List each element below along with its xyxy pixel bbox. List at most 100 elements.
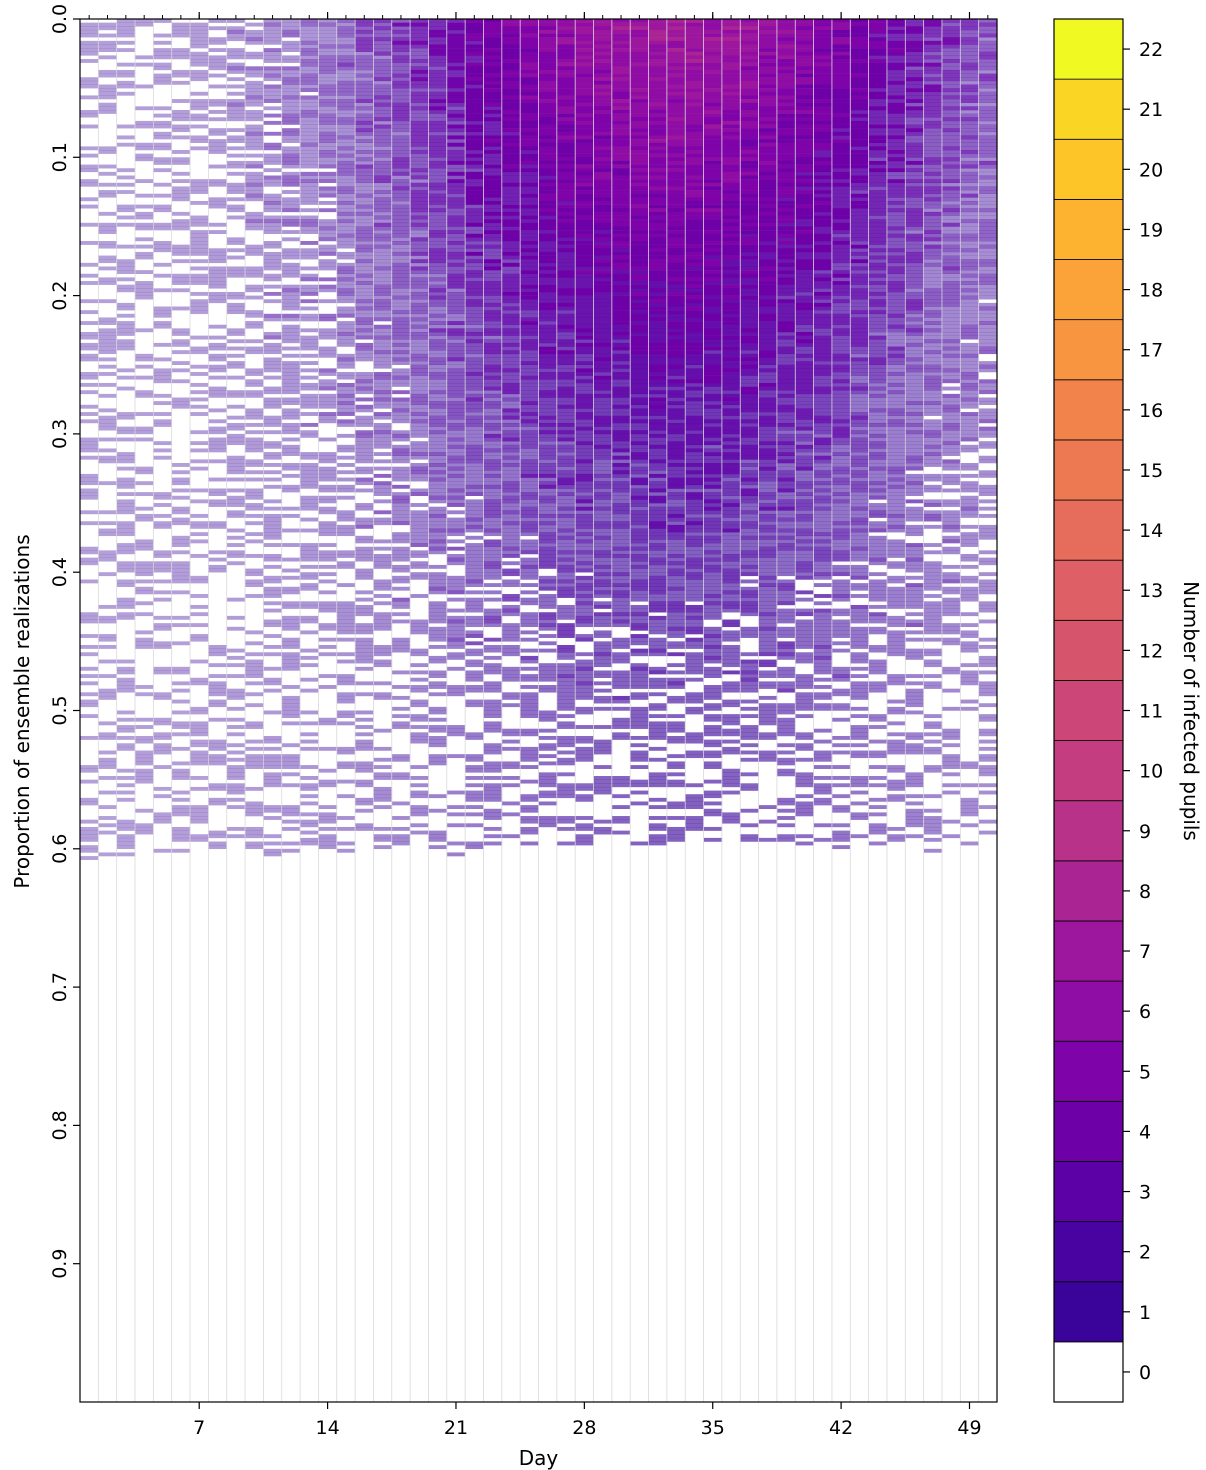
heatmap-cell (318, 124, 338, 129)
heatmap-cell (153, 73, 172, 78)
heatmap-cell (226, 470, 246, 475)
heatmap-cell (410, 408, 429, 413)
heatmap-cell (538, 535, 558, 540)
heatmap-cell (593, 543, 613, 547)
heatmap-cell (630, 270, 649, 275)
heatmap-cell (153, 77, 172, 82)
heatmap-cell (80, 113, 99, 118)
heatmap-cell (190, 51, 209, 56)
heatmap-cell (336, 175, 356, 180)
heatmap-cell (171, 797, 191, 802)
heatmap-cell (465, 484, 484, 489)
heatmap-cell (501, 346, 521, 351)
heatmap-cell (520, 746, 539, 751)
heatmap-cell (538, 204, 558, 209)
heatmap-cell (355, 346, 374, 351)
heatmap-cell (630, 765, 649, 769)
heatmap-cell (410, 190, 429, 194)
heatmap-cell (538, 717, 558, 722)
heatmap-cell (501, 521, 521, 526)
heatmap-cell (80, 95, 99, 100)
heatmap-cell (336, 190, 356, 194)
heatmap-cell (611, 521, 631, 526)
heatmap-cell (520, 637, 539, 642)
heatmap-cell (538, 386, 558, 391)
heatmap-cell (630, 135, 649, 140)
heatmap-cell (538, 135, 558, 140)
heatmap-cell (520, 532, 539, 537)
heatmap-cell (281, 619, 301, 624)
heatmap-cell (446, 666, 466, 671)
heatmap-cell (226, 33, 246, 38)
heatmap-cell (281, 306, 301, 311)
heatmap-cell (428, 120, 448, 125)
heatmap-cell (538, 328, 558, 333)
heatmap-cell (410, 109, 429, 114)
heatmap-cell (648, 299, 668, 304)
heatmap-cell (520, 590, 539, 595)
heatmap-cell (281, 102, 301, 107)
heatmap-cell (116, 492, 136, 497)
heatmap-cell (556, 390, 576, 395)
heatmap-cell (501, 677, 521, 682)
heatmap-cell (153, 288, 172, 293)
heatmap-cell (428, 477, 448, 482)
heatmap-cell (135, 761, 154, 766)
heatmap-cell (80, 372, 99, 376)
heatmap-cell (410, 37, 429, 42)
heatmap-cell (648, 248, 668, 253)
heatmap-cell (208, 251, 228, 256)
heatmap-cell (116, 743, 136, 748)
heatmap-cell (611, 655, 631, 660)
heatmap-cell (318, 452, 338, 456)
heatmap-cell (336, 615, 356, 620)
heatmap-cell (520, 284, 539, 289)
heatmap-cell (428, 404, 448, 409)
heatmap-cell (355, 204, 374, 209)
heatmap-cell (556, 299, 576, 304)
heatmap-cell (556, 688, 576, 693)
heatmap-cell (281, 164, 301, 169)
heatmap-cell (593, 641, 613, 646)
heatmap-cell (355, 808, 374, 813)
heatmap-cell (666, 368, 686, 373)
heatmap-cell (245, 448, 264, 453)
heatmap-cell (538, 550, 558, 555)
heatmap-cell (556, 503, 576, 507)
heatmap-cell (593, 284, 613, 289)
heatmap-cell (630, 368, 649, 373)
heatmap-cell (281, 204, 301, 209)
heatmap-cell (520, 175, 539, 180)
heatmap-cell (336, 750, 356, 755)
heatmap-cell (318, 543, 338, 547)
heatmap-cell (556, 372, 576, 376)
heatmap-cell (556, 124, 576, 129)
heatmap-cell (538, 273, 558, 278)
heatmap-cell (520, 648, 539, 653)
heatmap-cell (410, 281, 429, 285)
heatmap-cell (630, 583, 649, 588)
heatmap-cell (630, 124, 649, 129)
heatmap-cell (465, 823, 484, 828)
heatmap-cell (593, 441, 613, 446)
heatmap-cell (190, 513, 209, 518)
heatmap-cell (520, 794, 539, 799)
heatmap-cell (355, 372, 374, 376)
heatmap-cell (391, 222, 411, 227)
heatmap-cell (446, 422, 466, 427)
heatmap-cell (465, 757, 484, 762)
heatmap-cell (575, 612, 594, 617)
heatmap-cell (281, 153, 301, 158)
heatmap-cell (648, 200, 668, 205)
heatmap-cell (520, 197, 539, 202)
heatmap-cell (575, 19, 594, 23)
heatmap-cell (520, 757, 539, 762)
heatmap-cell (208, 477, 228, 482)
heatmap-cell (355, 797, 374, 802)
heatmap-cell (373, 379, 393, 384)
heatmap-cell (391, 826, 411, 831)
heatmap-cell (245, 171, 264, 176)
heatmap-cell (611, 99, 631, 103)
heatmap-cell (190, 837, 209, 842)
heatmap-cell (648, 241, 668, 245)
